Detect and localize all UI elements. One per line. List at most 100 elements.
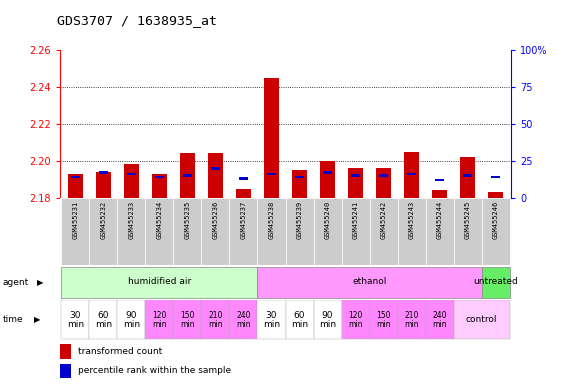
Bar bbox=[463, 174, 472, 177]
Text: percentile rank within the sample: percentile rank within the sample bbox=[78, 366, 231, 376]
Bar bbox=[286, 198, 313, 265]
Bar bbox=[146, 198, 174, 265]
Text: 120
min: 120 min bbox=[152, 311, 167, 329]
Bar bbox=[152, 174, 167, 198]
Bar bbox=[404, 152, 419, 198]
Bar bbox=[180, 153, 195, 198]
Bar bbox=[146, 300, 174, 339]
Bar bbox=[323, 171, 332, 174]
Bar bbox=[369, 300, 397, 339]
Text: GSM455234: GSM455234 bbox=[156, 201, 162, 239]
Text: GSM455232: GSM455232 bbox=[100, 201, 106, 239]
Bar bbox=[90, 198, 118, 265]
Bar bbox=[313, 198, 341, 265]
Bar bbox=[425, 198, 453, 265]
Bar bbox=[379, 174, 388, 177]
Text: GDS3707 / 1638935_at: GDS3707 / 1638935_at bbox=[57, 14, 217, 27]
Bar bbox=[286, 300, 313, 339]
Bar bbox=[264, 78, 279, 198]
Text: GSM455237: GSM455237 bbox=[240, 201, 247, 239]
Bar bbox=[174, 300, 202, 339]
Bar bbox=[60, 364, 71, 378]
Bar bbox=[90, 300, 118, 339]
Bar bbox=[61, 300, 90, 339]
Text: control: control bbox=[466, 315, 497, 324]
Text: GSM455238: GSM455238 bbox=[268, 201, 275, 239]
Bar bbox=[435, 179, 444, 181]
Text: GSM455240: GSM455240 bbox=[324, 201, 331, 239]
Bar bbox=[320, 161, 335, 198]
Bar bbox=[369, 198, 397, 265]
Bar bbox=[341, 300, 369, 339]
Bar bbox=[67, 174, 83, 198]
Text: GSM455236: GSM455236 bbox=[212, 201, 219, 239]
Bar bbox=[341, 198, 369, 265]
Bar bbox=[313, 300, 341, 339]
Bar bbox=[348, 168, 363, 198]
Text: GSM455239: GSM455239 bbox=[296, 201, 303, 239]
Bar bbox=[230, 300, 258, 339]
Bar bbox=[481, 198, 510, 265]
Text: GSM455246: GSM455246 bbox=[493, 201, 498, 239]
Bar bbox=[230, 198, 258, 265]
Bar bbox=[425, 300, 453, 339]
Text: 240
min: 240 min bbox=[236, 311, 251, 329]
Text: agent: agent bbox=[3, 278, 29, 287]
Text: GSM455241: GSM455241 bbox=[352, 201, 359, 239]
Bar bbox=[453, 198, 481, 265]
Bar bbox=[258, 267, 481, 298]
Bar bbox=[71, 176, 80, 179]
Text: GSM455235: GSM455235 bbox=[184, 201, 191, 239]
Text: transformed count: transformed count bbox=[78, 347, 162, 356]
Bar bbox=[99, 171, 108, 174]
Bar bbox=[61, 198, 90, 265]
Text: 210
min: 210 min bbox=[208, 311, 223, 329]
Bar bbox=[124, 164, 139, 198]
Text: 240
min: 240 min bbox=[432, 311, 447, 329]
Bar bbox=[236, 189, 251, 198]
Bar bbox=[96, 172, 111, 198]
Bar bbox=[239, 177, 248, 180]
Bar bbox=[60, 344, 71, 359]
Bar bbox=[267, 173, 276, 175]
Text: GSM455233: GSM455233 bbox=[128, 201, 134, 239]
Text: 90
min: 90 min bbox=[319, 311, 336, 329]
Bar bbox=[258, 300, 286, 339]
Text: ▶: ▶ bbox=[37, 278, 43, 287]
Text: GSM455242: GSM455242 bbox=[380, 201, 387, 239]
Text: untreated: untreated bbox=[473, 277, 518, 286]
Bar bbox=[453, 300, 510, 339]
Text: GSM455243: GSM455243 bbox=[409, 201, 415, 239]
Bar bbox=[488, 192, 504, 198]
Text: 60
min: 60 min bbox=[291, 311, 308, 329]
Text: 120
min: 120 min bbox=[348, 311, 363, 329]
Bar bbox=[127, 173, 136, 175]
Text: 150
min: 150 min bbox=[376, 311, 391, 329]
Text: 150
min: 150 min bbox=[180, 311, 195, 329]
Bar bbox=[407, 173, 416, 175]
Bar bbox=[397, 300, 425, 339]
Bar bbox=[211, 167, 220, 169]
Text: humidified air: humidified air bbox=[128, 277, 191, 286]
Bar bbox=[258, 198, 286, 265]
Bar bbox=[202, 300, 230, 339]
Bar bbox=[183, 174, 192, 177]
Bar bbox=[202, 198, 230, 265]
Text: ▶: ▶ bbox=[34, 315, 41, 324]
Text: 30
min: 30 min bbox=[263, 311, 280, 329]
Text: 60
min: 60 min bbox=[95, 311, 112, 329]
Text: 30
min: 30 min bbox=[67, 311, 84, 329]
Bar bbox=[174, 198, 202, 265]
Bar bbox=[292, 170, 307, 198]
Text: time: time bbox=[3, 315, 23, 324]
Text: GSM455231: GSM455231 bbox=[73, 201, 78, 239]
Text: GSM455245: GSM455245 bbox=[465, 201, 471, 239]
Bar bbox=[397, 198, 425, 265]
Bar bbox=[351, 174, 360, 177]
Bar bbox=[376, 168, 391, 198]
Text: ethanol: ethanol bbox=[352, 277, 387, 286]
Bar bbox=[481, 267, 510, 298]
Bar bbox=[61, 267, 258, 298]
Text: 210
min: 210 min bbox=[404, 311, 419, 329]
Bar bbox=[460, 157, 475, 198]
